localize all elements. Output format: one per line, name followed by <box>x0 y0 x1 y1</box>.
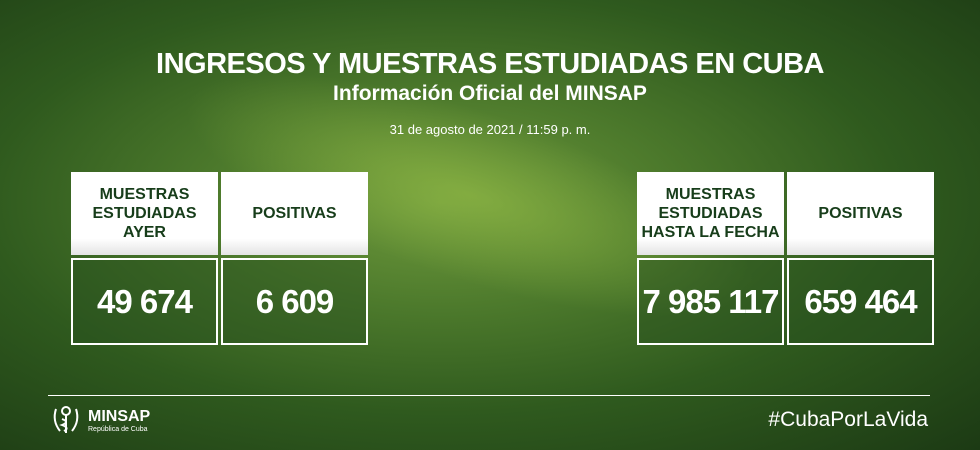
hashtag: #CubaPorLaVida <box>768 408 928 431</box>
stat-value: 6 609 <box>221 258 368 345</box>
stat-label: POSITIVAS <box>787 172 934 255</box>
stat-samples-total: MUESTRAS ESTUDIADAS HASTA LA FECHA 7 985… <box>637 172 784 345</box>
caduceus-emblem-icon <box>53 406 79 433</box>
page-title: INGRESOS Y MUESTRAS ESTUDIADAS EN CUBA <box>156 48 824 80</box>
page-subtitle: Información Oficial del MINSAP <box>333 82 647 105</box>
cumulative-stats-panel: MUESTRAS ESTUDIADAS HASTA LA FECHA 7 985… <box>637 172 934 345</box>
stat-label: POSITIVAS <box>221 172 368 255</box>
stat-value: 49 674 <box>71 258 218 345</box>
divider <box>48 395 930 396</box>
stat-label: MUESTRAS ESTUDIADAS HASTA LA FECHA <box>637 172 784 255</box>
logo-subtitle: República de Cuba <box>88 425 148 433</box>
minsap-logo: MINSAP República de Cuba <box>50 405 150 435</box>
stat-value: 7 985 117 <box>637 258 784 345</box>
stat-positives-total: POSITIVAS 659 464 <box>787 172 934 345</box>
daily-stats-panel: MUESTRAS ESTUDIADAS AYER 49 674 POSITIVA… <box>71 172 368 345</box>
report-date: 31 de agosto de 2021 / 11:59 p. m. <box>389 122 591 137</box>
logo-name: MINSAP <box>88 407 151 425</box>
stat-positives-yesterday: POSITIVAS 6 609 <box>221 172 368 345</box>
stat-label: MUESTRAS ESTUDIADAS AYER <box>71 172 218 255</box>
stat-value: 659 464 <box>787 258 934 345</box>
stat-samples-yesterday: MUESTRAS ESTUDIADAS AYER 49 674 <box>71 172 218 345</box>
